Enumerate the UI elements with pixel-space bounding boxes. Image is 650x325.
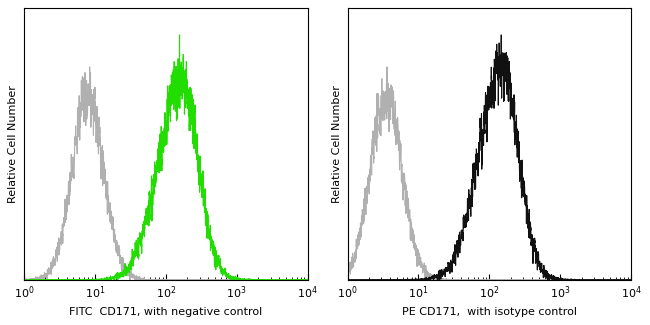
X-axis label: FITC  CD171, with negative control: FITC CD171, with negative control (69, 307, 263, 317)
Y-axis label: Relative Cell Number: Relative Cell Number (8, 85, 18, 203)
Y-axis label: Relative Cell Number: Relative Cell Number (332, 85, 342, 203)
X-axis label: PE CD171,  with isotype control: PE CD171, with isotype control (402, 307, 577, 317)
